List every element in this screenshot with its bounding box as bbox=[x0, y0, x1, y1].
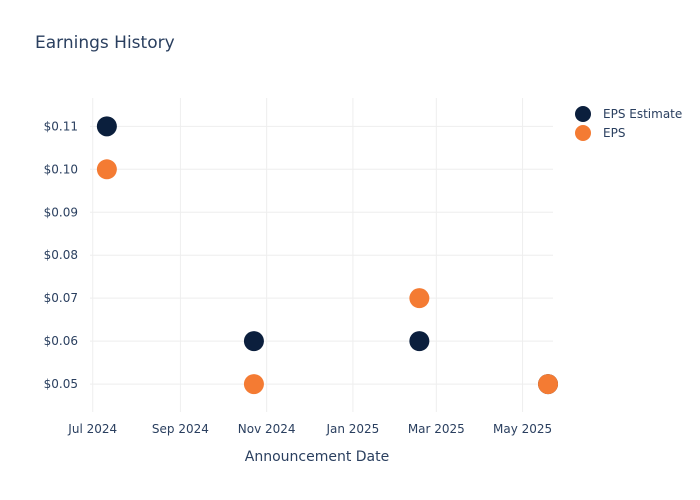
data-point[interactable] bbox=[243, 331, 264, 352]
x-axis-ticks: Jul 2024 Sep 2024 Nov 2024 Jan 2025 Mar 2025… bbox=[67, 422, 552, 436]
data-point[interactable] bbox=[96, 116, 117, 137]
data-point[interactable] bbox=[538, 374, 559, 395]
legend-marker bbox=[575, 106, 591, 122]
x-axis-title: Announcement Date bbox=[245, 449, 389, 465]
data-point[interactable] bbox=[96, 159, 117, 180]
grid-lines bbox=[90, 98, 553, 412]
y-tick-label: $0.06 bbox=[44, 334, 78, 348]
x-tick-label: Nov 2024 bbox=[238, 422, 296, 436]
x-tick-label: Mar 2025 bbox=[408, 422, 465, 436]
y-axis-ticks: $0.05 $0.06 $0.07 $0.08 $0.09 $0.10 $0.11 bbox=[44, 119, 78, 391]
y-tick-label: $0.05 bbox=[44, 377, 78, 391]
y-tick-label: $0.10 bbox=[44, 162, 78, 176]
legend[interactable]: EPS Estimate EPS bbox=[575, 106, 682, 141]
data-point[interactable] bbox=[409, 288, 430, 309]
x-tick-label: Jul 2024 bbox=[67, 422, 117, 436]
x-tick-label: Jan 2025 bbox=[325, 422, 379, 436]
legend-item[interactable]: EPS Estimate bbox=[575, 106, 682, 122]
data-point[interactable] bbox=[243, 374, 264, 395]
y-tick-label: $0.07 bbox=[44, 291, 78, 305]
legend-marker bbox=[575, 125, 591, 141]
data-point[interactable] bbox=[409, 331, 430, 352]
legend-item[interactable]: EPS bbox=[575, 125, 625, 141]
y-tick-label: $0.08 bbox=[44, 248, 78, 262]
x-tick-label: May 2025 bbox=[493, 422, 552, 436]
y-tick-label: $0.11 bbox=[44, 119, 78, 133]
y-tick-label: $0.09 bbox=[44, 205, 78, 219]
legend-label: EPS Estimate bbox=[603, 107, 682, 121]
legend-label: EPS bbox=[603, 126, 625, 140]
data-points bbox=[96, 116, 559, 395]
x-tick-label: Sep 2024 bbox=[152, 422, 209, 436]
chart-title: Earnings History bbox=[35, 33, 175, 53]
